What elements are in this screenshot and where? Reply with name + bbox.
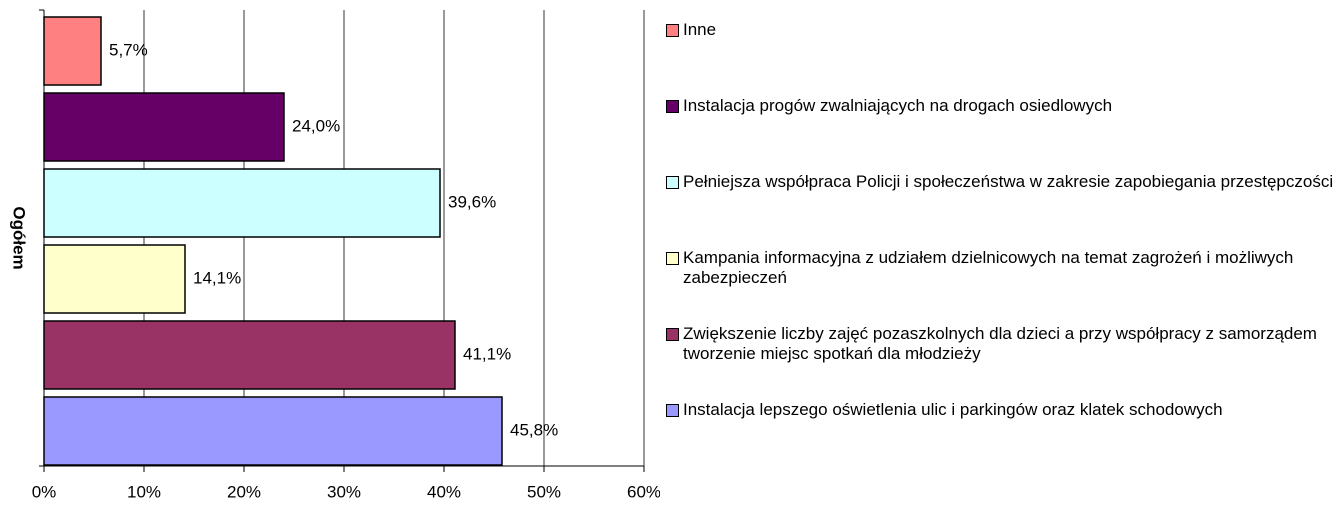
x-tick-label: 30% bbox=[327, 482, 361, 501]
legend-label: Kampania informacyjna z udziałem dzielni… bbox=[683, 248, 1294, 287]
legend-label: Instalacja progów zwalniających na droga… bbox=[683, 96, 1113, 115]
data-label: 39,6% bbox=[448, 192, 496, 211]
legend-swatch bbox=[666, 100, 679, 113]
legend-swatch bbox=[666, 404, 679, 417]
x-tick-label: 0% bbox=[32, 482, 57, 501]
legend-item: Instalacja lepszego oświetlenia ulic i p… bbox=[666, 400, 1339, 420]
chart: 0% 10% 20% 30% 40% 50% 60% Ogółem 5,7% 24,0% 39,6%… bbox=[10, 9, 660, 501]
x-tick-label: 60% bbox=[627, 482, 660, 501]
x-tick-label: 50% bbox=[527, 482, 561, 501]
legend-item: Pełniejsza współpraca Policji i społecze… bbox=[666, 172, 1339, 192]
legend-label: Zwiększenie liczby zajęć pozaszkolnych d… bbox=[683, 324, 1317, 363]
data-label: 41,1% bbox=[463, 344, 511, 363]
bar bbox=[43, 320, 456, 390]
data-label: 5,7% bbox=[109, 40, 148, 59]
legend-item: Kampania informacyjna z udziałem dzielni… bbox=[666, 248, 1339, 288]
legend-swatch bbox=[666, 328, 679, 341]
legend-label: Instalacja lepszego oświetlenia ulic i p… bbox=[683, 400, 1223, 419]
bar bbox=[43, 244, 186, 314]
legend-item: Zwiększenie liczby zajęć pozaszkolnych d… bbox=[666, 324, 1339, 364]
x-tick-label: 20% bbox=[227, 482, 261, 501]
bar bbox=[43, 396, 503, 466]
x-tick-label: 40% bbox=[427, 482, 461, 501]
legend-item: Inne bbox=[666, 20, 1339, 40]
bar bbox=[43, 16, 102, 86]
category-label: Ogółem bbox=[10, 206, 29, 269]
legend-item: Instalacja progów zwalniających na droga… bbox=[666, 96, 1339, 116]
legend-swatch bbox=[666, 176, 679, 189]
bar bbox=[43, 92, 285, 162]
x-tick-label: 10% bbox=[127, 482, 161, 501]
legend-swatch bbox=[666, 252, 679, 265]
legend-label: Pełniejsza współpraca Policji i społecze… bbox=[683, 172, 1334, 191]
legend-swatch bbox=[666, 24, 679, 37]
legend-label: Inne bbox=[683, 20, 717, 39]
data-label: 45,8% bbox=[510, 420, 558, 439]
data-label: 24,0% bbox=[292, 116, 340, 135]
bar bbox=[43, 168, 441, 238]
data-label: 14,1% bbox=[193, 268, 241, 287]
